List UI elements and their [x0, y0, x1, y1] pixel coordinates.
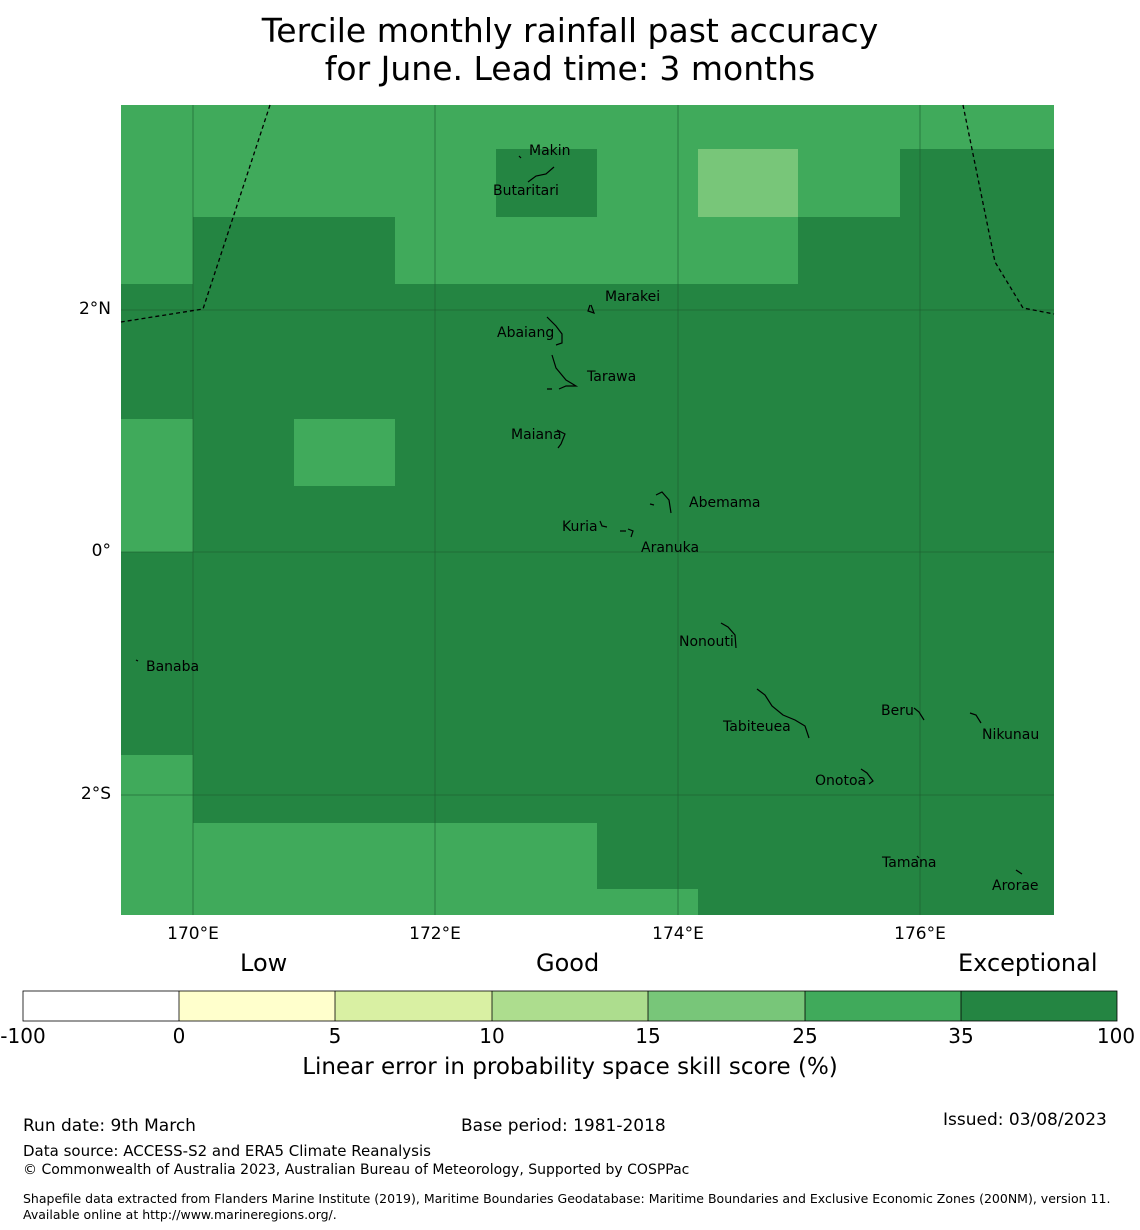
place-label: Abemama: [689, 495, 761, 511]
island-butaritari: [527, 166, 555, 183]
place-label: Aranuka: [641, 540, 699, 556]
island-abemama: [649, 491, 672, 514]
island-nonouti: [720, 622, 737, 649]
island-marakei: [587, 304, 596, 314]
place-label: Banaba: [146, 659, 199, 675]
colorbar-tick: 25: [792, 1024, 818, 1048]
island-outlines: [135, 155, 1023, 875]
run-date: Run date: 9th March: [23, 1116, 196, 1136]
colorbar-segment-15-25: [648, 991, 805, 1021]
lon-label: 170°E: [167, 924, 219, 944]
colorbar-title: Linear error in probability space skill …: [302, 1054, 838, 1080]
colorbar-segment-35-100: [961, 991, 1117, 1021]
place-label: Tarawa: [586, 369, 636, 385]
colorbar-tick: 35: [948, 1024, 974, 1048]
base-period: Base period: 1981-2018: [461, 1116, 666, 1136]
place-label: Onotoa: [815, 773, 866, 789]
skill-cell: [597, 889, 698, 915]
island-tabiteuea: [756, 688, 810, 739]
colorbar-tick: 100: [1096, 1024, 1136, 1048]
island-aranuka: [620, 528, 634, 538]
colorbar-segment-10-15: [492, 991, 648, 1021]
chart-title-line-1: Tercile monthly rainfall past accuracy: [261, 11, 879, 50]
island-banaba: [135, 659, 139, 662]
place-label: Nonouti: [679, 634, 734, 650]
place-label: Kuria: [562, 519, 598, 535]
skill-cell: [121, 105, 1054, 149]
skill-cell: [121, 217, 193, 284]
place-label: Tabiteuea: [722, 719, 791, 735]
place-label: Makin: [529, 143, 571, 159]
eez-boundary-west: [120, 104, 271, 323]
colorbar-tick: 0: [172, 1024, 186, 1048]
lat-label: 2°S: [80, 784, 111, 804]
colorbar-tick: 10: [479, 1024, 505, 1048]
skill-cell: [698, 149, 798, 217]
place-label: Arorae: [992, 878, 1039, 894]
category-label-low: Low: [240, 949, 288, 977]
chart-title-line-2: for June. Lead time: 3 months: [324, 49, 816, 88]
island-abaiang: [546, 316, 563, 346]
island-beru: [913, 707, 925, 721]
skill-cell: [395, 217, 798, 284]
category-label-good: Good: [536, 949, 600, 977]
island-tamana: [916, 855, 920, 859]
colorbar-tick: 5: [328, 1024, 342, 1048]
skill-cell: [597, 149, 698, 217]
data-source: Data source: ACCESS-S2 and ERA5 Climate …: [23, 1142, 431, 1160]
copyright: © Commonwealth of Australia 2023, Austra…: [23, 1162, 690, 1178]
shapefile-credit: Shapefile data extracted from Flanders M…: [23, 1191, 1111, 1222]
island-maiana: [556, 429, 566, 449]
eez-boundaries: [120, 104, 1055, 323]
lon-label: 174°E: [652, 924, 704, 944]
island-tarawa: [547, 354, 579, 390]
place-label: Maiana: [511, 427, 562, 443]
skill-cell: [193, 823, 597, 915]
colorbar-segment-5-10: [335, 991, 492, 1021]
eez-boundary-east: [962, 104, 1055, 315]
place-label: Beru: [881, 703, 914, 719]
island-nikunau: [969, 712, 982, 724]
category-label-exceptional: Exceptional: [958, 949, 1098, 977]
colorbar-segment-0-5: [179, 991, 335, 1021]
place-label: Butaritari: [493, 183, 559, 199]
colorbar-tick: -100: [0, 1024, 46, 1048]
skill-grid: [121, 105, 1054, 915]
colorbar-segment--100-0: [23, 991, 179, 1021]
issued-date: Issued: 03/08/2023: [943, 1110, 1107, 1130]
place-label: Marakei: [605, 289, 660, 305]
colorbar-tick: 15: [635, 1024, 661, 1048]
colorbar: [22, 990, 1118, 1022]
island-arorae: [1015, 869, 1023, 875]
place-label: Nikunau: [982, 727, 1039, 743]
skill-cell: [121, 419, 193, 552]
place-labels: Makin Butaritari Marakei Abaiang Tarawa …: [146, 143, 1039, 894]
place-label: Abaiang: [497, 325, 554, 341]
island-kuria: [599, 520, 608, 528]
lon-label: 172°E: [409, 924, 461, 944]
lat-label: 2°N: [78, 299, 111, 319]
lat-label: 0°: [91, 541, 111, 561]
skill-cell: [294, 419, 395, 486]
colorbar-segment-25-35: [805, 991, 961, 1021]
lon-label: 176°E: [894, 924, 946, 944]
island-makin: [518, 155, 522, 159]
skill-cell: [121, 149, 496, 217]
island-onotoa: [860, 768, 874, 785]
skill-cell: [121, 755, 193, 915]
place-label: Tamana: [881, 855, 936, 871]
skill-cell: [798, 149, 900, 217]
colorbar-frame: [22, 990, 1118, 1022]
graticule: [121, 105, 1054, 915]
